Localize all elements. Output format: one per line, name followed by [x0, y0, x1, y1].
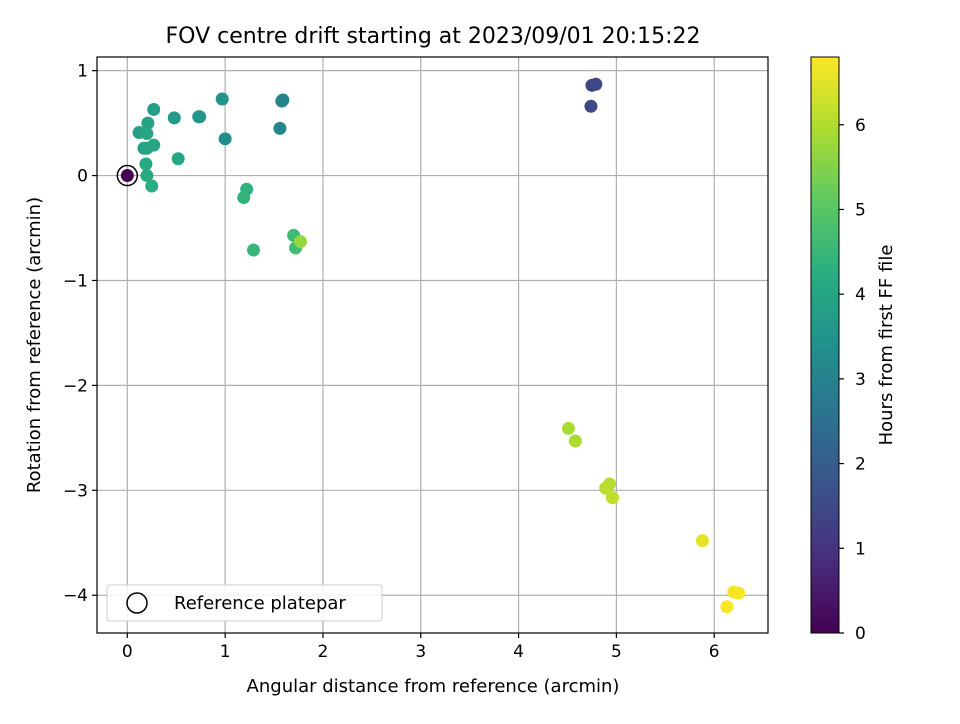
colorbar-tick-label: 3 [855, 370, 866, 390]
y-axis-label: Rotation from reference (arcmin) [24, 197, 45, 493]
data-point [193, 110, 207, 124]
x-tick-label: 3 [415, 642, 426, 662]
x-tick-label: 0 [122, 642, 133, 662]
data-point [215, 92, 229, 106]
colorbar-tick-label: 5 [855, 200, 866, 220]
x-axis-label: Angular distance from reference (arcmin) [247, 676, 620, 697]
data-point [589, 77, 603, 91]
chart-title: FOV centre drift starting at 2023/09/01 … [166, 24, 701, 49]
data-point [247, 243, 261, 257]
reference-marker [116, 164, 139, 187]
data-point [218, 132, 232, 146]
data-point [237, 191, 251, 205]
legend: Reference platepar [106, 584, 383, 622]
colorbar-tick-label: 4 [855, 285, 866, 305]
y-tick-label: −4 [63, 586, 88, 606]
data-point [140, 169, 154, 183]
reference-marker-layer [116, 164, 139, 187]
x-tick-label: 4 [513, 642, 524, 662]
plot-frame [96, 56, 769, 634]
x-axis-ticks: 0 1 2 3 4 5 6 [122, 633, 720, 662]
data-point [167, 111, 181, 125]
colorbar-tick-label: 1 [855, 539, 866, 559]
colorbar: 0 1 2 3 4 5 6 Hours from first FF file [810, 56, 897, 644]
data-point [568, 434, 582, 448]
data-point [171, 152, 185, 166]
colorbar-ticks: 0 1 2 3 4 5 6 [839, 116, 866, 644]
colorbar-gradient [810, 56, 840, 634]
data-point [145, 179, 159, 193]
colorbar-tick-label: 0 [855, 624, 866, 644]
data-point [293, 235, 307, 249]
data-point [605, 491, 619, 505]
y-tick-label: 1 [77, 62, 88, 82]
data-point [141, 116, 155, 130]
data-points [120, 77, 746, 614]
y-tick-label: 0 [77, 167, 88, 187]
data-point [273, 121, 287, 135]
x-tick-label: 2 [318, 642, 329, 662]
colorbar-tick-label: 6 [855, 116, 866, 136]
data-point [147, 102, 161, 116]
data-point [276, 93, 290, 107]
y-tick-label: −1 [63, 271, 88, 291]
data-point [695, 534, 709, 548]
colorbar-label: Hours from first FF file [876, 245, 897, 446]
x-tick-label: 6 [709, 642, 720, 662]
data-point [147, 138, 161, 152]
data-point [584, 99, 598, 113]
data-point [140, 127, 154, 141]
data-point [120, 169, 134, 183]
legend-marker-open-circle [126, 592, 148, 614]
legend-label: Reference platepar [174, 593, 346, 614]
y-tick-label: −3 [63, 481, 88, 501]
x-tick-label: 5 [611, 642, 622, 662]
y-tick-label: −2 [63, 376, 88, 396]
grid-lines [97, 57, 768, 633]
data-point [720, 600, 734, 614]
legend-box [106, 584, 383, 622]
x-tick-label: 1 [220, 642, 231, 662]
data-point [732, 586, 746, 600]
data-point [139, 157, 153, 171]
colorbar-tick-label: 2 [855, 455, 866, 475]
data-point [561, 421, 575, 435]
data-point [599, 481, 613, 495]
y-axis-ticks: −4 −3 −2 −1 0 1 [63, 62, 97, 606]
